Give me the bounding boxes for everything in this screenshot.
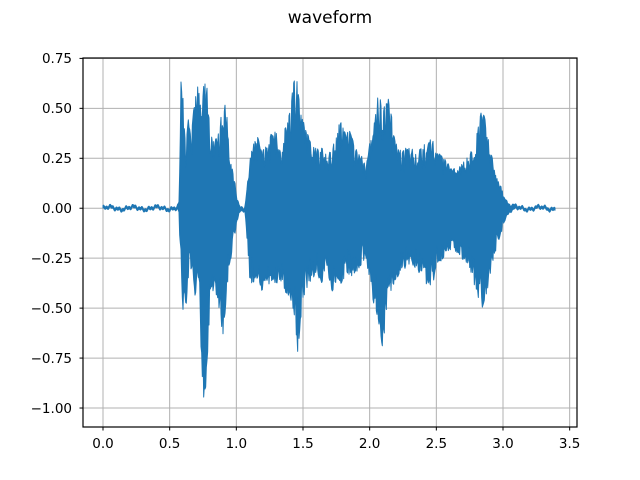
y-axis-tick-labels: 0.75 0.50 0.25 0.00 −0.25 −0.50 −0.75 −1…: [31, 51, 72, 417]
axes-frame: [82, 57, 578, 428]
x-axis-tick-labels: 0.0 0.5 1.0 1.5 2.0 2.5 3.0 3.5: [92, 436, 580, 452]
y-tick-label: 0.75: [42, 51, 72, 67]
y-tick-label: 0.25: [42, 151, 72, 167]
x-tick-label: 1.0: [226, 436, 247, 452]
y-tick-label: 0.50: [42, 101, 72, 117]
axes-spines: [82, 57, 578, 428]
y-tick-label: −0.25: [31, 251, 72, 267]
x-tick-label: 3.0: [492, 436, 513, 452]
x-tick-label: 2.0: [359, 436, 380, 452]
waveform-series: [102, 80, 556, 398]
y-tick-label: 0.00: [42, 201, 72, 217]
x-tick-label: 0.5: [159, 436, 180, 452]
y-tick-label: −0.75: [31, 351, 72, 367]
x-tick-label: 0.0: [92, 436, 113, 452]
y-tick-label: −0.50: [31, 301, 72, 317]
x-tick-label: 2.5: [426, 436, 447, 452]
chart-title: waveform: [287, 8, 373, 28]
y-tick-label: −1.00: [31, 401, 72, 417]
x-tick-label: 3.5: [559, 436, 580, 452]
x-tick-label: 1.5: [292, 436, 313, 452]
waveform-path: [102, 80, 556, 398]
tick-marks: [79, 57, 571, 431]
